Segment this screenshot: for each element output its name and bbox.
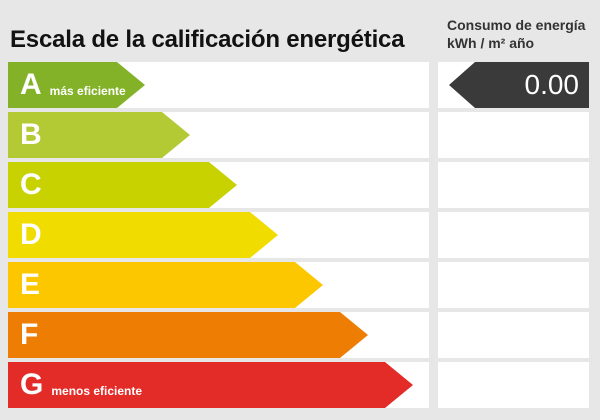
- rating-arrow: D: [8, 212, 278, 258]
- rating-letter: G: [20, 368, 44, 401]
- scale-cell: G menos eficiente: [8, 362, 429, 408]
- consumption-value-arrow: 0.00: [449, 62, 589, 108]
- header: Escala de la calificación energética Con…: [0, 0, 600, 62]
- rating-note: más eficiente: [49, 84, 126, 98]
- rating-arrow: G menos eficiente: [8, 362, 413, 408]
- rating-row: D: [8, 212, 589, 258]
- rating-row: F: [8, 312, 589, 358]
- scale-cell: A más eficiente: [8, 62, 429, 108]
- rating-letter: E: [20, 268, 41, 301]
- scale-cell: D: [8, 212, 429, 258]
- value-cell: [438, 312, 589, 358]
- rating-row: E: [8, 262, 589, 308]
- scale-cell: F: [8, 312, 429, 358]
- rating-letter: B: [20, 118, 42, 151]
- rating-arrow: E: [8, 262, 323, 308]
- scale-cell: B: [8, 112, 429, 158]
- rating-letter: D: [20, 218, 42, 251]
- consumption-header-units: kWh / m² año: [447, 35, 535, 51]
- rating-arrow: C: [8, 162, 237, 208]
- rating-letter: C: [20, 168, 42, 201]
- rating-letter: A: [20, 68, 42, 101]
- value-cell: [438, 112, 589, 158]
- rating-row: A más eficiente 0.00: [8, 62, 589, 108]
- rating-note: menos eficiente: [51, 384, 143, 398]
- value-cell: [438, 162, 589, 208]
- rating-arrow: F: [8, 312, 368, 358]
- value-cell: [438, 262, 589, 308]
- consumption-value: 0.00: [524, 69, 580, 100]
- value-cell: [438, 212, 589, 258]
- rating-arrow: B: [8, 112, 190, 158]
- scale-cell: E: [8, 262, 429, 308]
- rating-row: C: [8, 162, 589, 208]
- value-cell: 0.00: [438, 62, 589, 108]
- rating-row: G menos eficiente: [8, 362, 589, 408]
- scale-cell: C: [8, 162, 429, 208]
- value-cell: [438, 362, 589, 408]
- rating-letter: F: [20, 318, 39, 351]
- consumption-header-title: Consumo de energía: [447, 17, 586, 33]
- consumption-header: Consumo de energía kWh / m² año: [447, 16, 585, 52]
- rating-arrow: A más eficiente: [8, 62, 145, 108]
- rating-scale: A más eficiente 0.00 B C D: [8, 62, 589, 412]
- page-title: Escala de la calificación energética: [10, 26, 405, 53]
- rating-row: B: [8, 112, 589, 158]
